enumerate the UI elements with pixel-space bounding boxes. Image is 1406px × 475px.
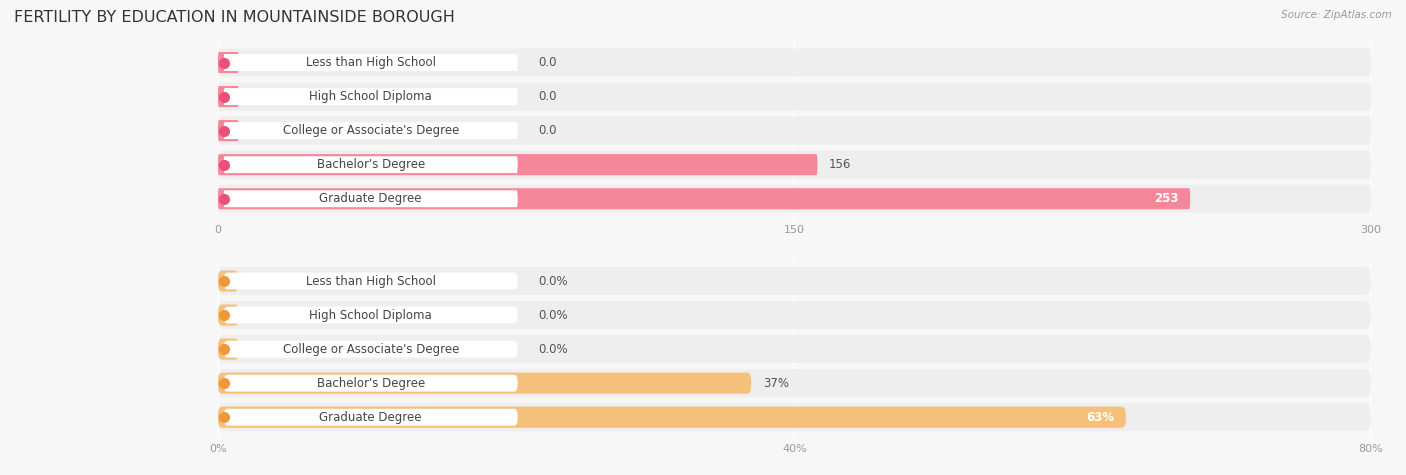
Text: 253: 253	[1154, 192, 1178, 205]
Text: 0.0: 0.0	[538, 56, 557, 69]
FancyBboxPatch shape	[218, 301, 1371, 329]
FancyBboxPatch shape	[218, 339, 239, 360]
FancyBboxPatch shape	[218, 267, 1371, 295]
FancyBboxPatch shape	[218, 48, 1371, 76]
Text: 0.0%: 0.0%	[538, 309, 568, 322]
FancyBboxPatch shape	[218, 52, 239, 73]
Text: 63%: 63%	[1087, 411, 1115, 424]
FancyBboxPatch shape	[218, 369, 1371, 397]
FancyBboxPatch shape	[224, 190, 517, 207]
Text: FERTILITY BY EDUCATION IN MOUNTAINSIDE BOROUGH: FERTILITY BY EDUCATION IN MOUNTAINSIDE B…	[14, 10, 456, 25]
FancyBboxPatch shape	[218, 188, 1191, 209]
FancyBboxPatch shape	[218, 151, 1371, 179]
Text: 156: 156	[830, 158, 852, 171]
FancyBboxPatch shape	[218, 304, 239, 326]
Text: Less than High School: Less than High School	[305, 56, 436, 69]
Text: 0.0%: 0.0%	[538, 275, 568, 287]
FancyBboxPatch shape	[218, 403, 1371, 431]
Text: Source: ZipAtlas.com: Source: ZipAtlas.com	[1281, 10, 1392, 19]
Text: College or Associate's Degree: College or Associate's Degree	[283, 342, 458, 356]
FancyBboxPatch shape	[218, 120, 239, 141]
Text: 37%: 37%	[762, 377, 789, 389]
Text: Graduate Degree: Graduate Degree	[319, 192, 422, 205]
Text: 0.0: 0.0	[538, 90, 557, 103]
FancyBboxPatch shape	[218, 154, 817, 175]
FancyBboxPatch shape	[218, 83, 1371, 111]
FancyBboxPatch shape	[224, 54, 517, 71]
FancyBboxPatch shape	[224, 122, 517, 139]
FancyBboxPatch shape	[218, 407, 1126, 428]
Text: Bachelor's Degree: Bachelor's Degree	[316, 377, 425, 389]
FancyBboxPatch shape	[218, 270, 239, 292]
FancyBboxPatch shape	[218, 372, 751, 394]
FancyBboxPatch shape	[224, 307, 517, 323]
FancyBboxPatch shape	[218, 185, 1371, 213]
Text: High School Diploma: High School Diploma	[309, 90, 432, 103]
Text: 0.0%: 0.0%	[538, 342, 568, 356]
FancyBboxPatch shape	[218, 117, 1371, 144]
Text: College or Associate's Degree: College or Associate's Degree	[283, 124, 458, 137]
FancyBboxPatch shape	[224, 156, 517, 173]
FancyBboxPatch shape	[224, 88, 517, 105]
FancyBboxPatch shape	[224, 375, 517, 391]
FancyBboxPatch shape	[224, 273, 517, 289]
FancyBboxPatch shape	[218, 335, 1371, 363]
FancyBboxPatch shape	[224, 409, 517, 426]
Text: High School Diploma: High School Diploma	[309, 309, 432, 322]
Text: Graduate Degree: Graduate Degree	[319, 411, 422, 424]
FancyBboxPatch shape	[224, 341, 517, 358]
Text: Bachelor's Degree: Bachelor's Degree	[316, 158, 425, 171]
Text: 0.0: 0.0	[538, 124, 557, 137]
FancyBboxPatch shape	[218, 86, 239, 107]
Text: Less than High School: Less than High School	[305, 275, 436, 287]
